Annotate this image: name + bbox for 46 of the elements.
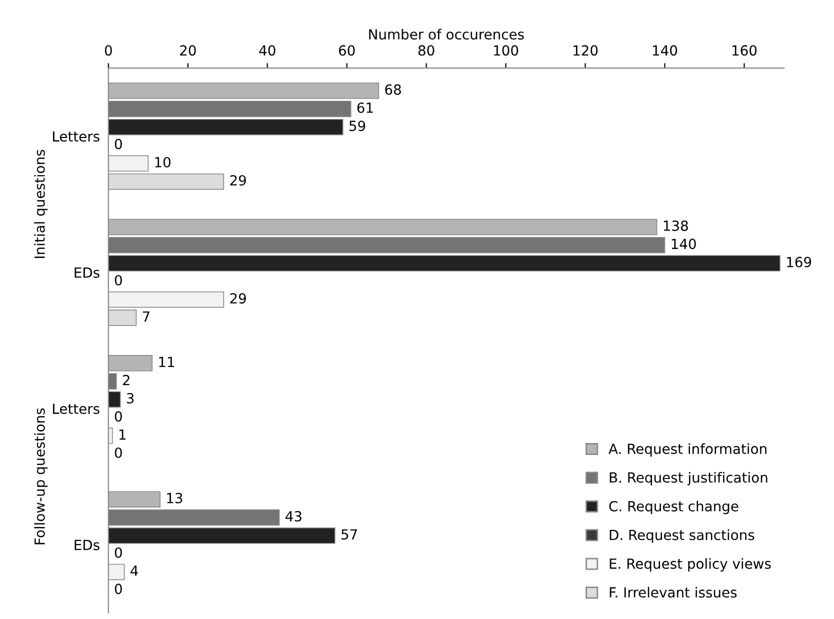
- x-tick-label: 160: [732, 45, 757, 56]
- data-label: 11: [159, 356, 174, 367]
- data-label: 169: [787, 256, 812, 268]
- data-label: 29: [230, 175, 246, 186]
- text: Follow-up questions: [34, 408, 48, 544]
- text: Initial questions: [34, 150, 48, 258]
- y-tick-label: EDs: [74, 540, 100, 550]
- y-tick-label: Letters: [53, 131, 100, 142]
- data-label: 7: [142, 311, 150, 322]
- legend-label: C. Request change: [609, 500, 738, 514]
- data-label: 0: [114, 584, 122, 594]
- data-label: 0: [114, 411, 122, 422]
- data-label: 61: [357, 102, 373, 113]
- x-tick-label: 100: [494, 45, 518, 56]
- data-label: 4: [130, 566, 138, 576]
- x-tick-label: 20: [180, 45, 196, 56]
- legend-label: A. Request information: [608, 443, 766, 457]
- data-label: 140: [672, 238, 696, 250]
- x-axis-title: Number of occurences: [369, 28, 524, 40]
- data-label: 1: [119, 429, 126, 440]
- x-tick-label: 0: [104, 45, 112, 56]
- data-label: 2: [122, 374, 130, 386]
- data-label: 10: [155, 156, 170, 168]
- legend-label: E. Request policy views: [610, 558, 771, 572]
- data-label: 0: [114, 138, 122, 150]
- legend-label: F. Irrelevant issues: [610, 586, 737, 598]
- data-label: 29: [230, 293, 246, 304]
- y-tick-label: EDs: [74, 268, 100, 278]
- x-tick-label: 80: [418, 45, 434, 56]
- data-label: 0: [114, 447, 122, 458]
- x-tick-label: 120: [574, 45, 598, 56]
- x-tick-label: 60: [338, 45, 355, 56]
- x-tick-label: 40: [259, 45, 276, 56]
- data-label: 59: [350, 120, 366, 132]
- legend-label: B. Request justification: [610, 472, 768, 486]
- legend-label: D. Request sanctions: [610, 529, 754, 543]
- data-label: 138: [664, 220, 688, 231]
- x-tick-label: 140: [653, 45, 678, 56]
- data-label: 0: [114, 547, 122, 558]
- data-label: 57: [342, 529, 357, 540]
- data-label: 68: [385, 84, 401, 95]
- data-label: 3: [126, 392, 134, 404]
- data-label: 43: [286, 511, 302, 522]
- data-label: 0: [114, 274, 122, 286]
- y-tick-label: Letters: [53, 404, 100, 414]
- data-label: 13: [167, 492, 182, 504]
